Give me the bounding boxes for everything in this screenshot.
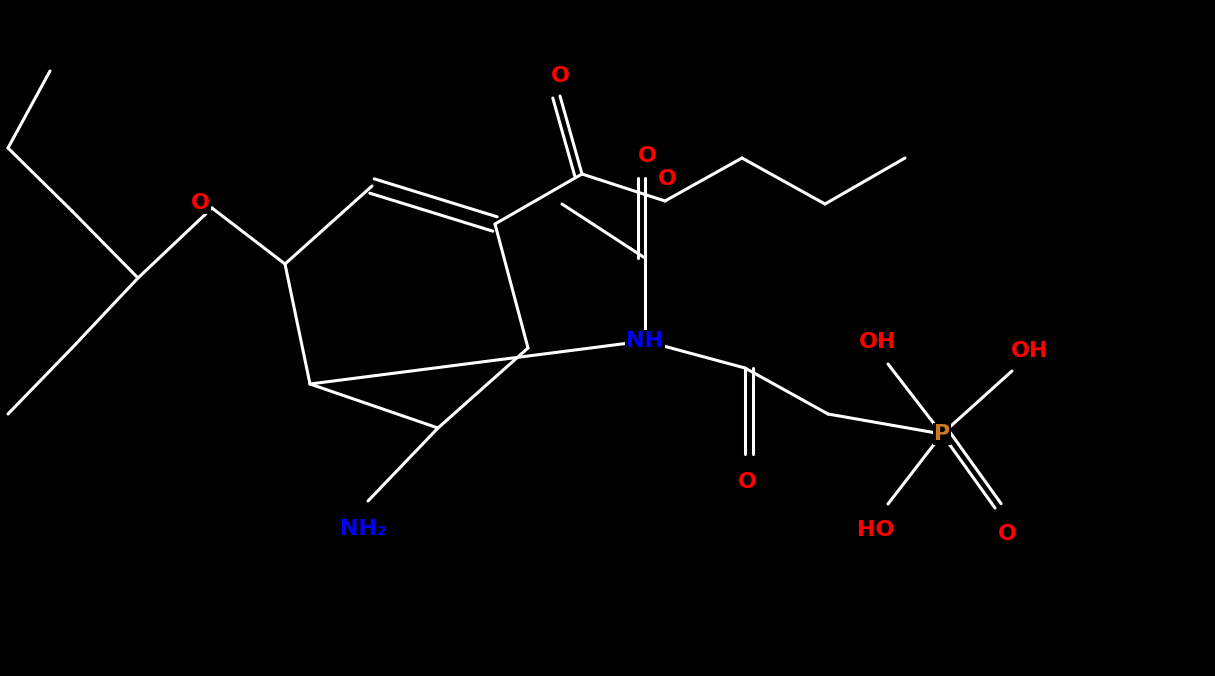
Text: O: O (738, 472, 757, 492)
Text: HO: HO (858, 520, 894, 540)
Text: OH: OH (859, 332, 897, 352)
Text: OH: OH (1011, 341, 1049, 361)
Text: P: P (934, 424, 950, 444)
Text: O: O (998, 524, 1017, 544)
Text: NH: NH (627, 331, 663, 351)
Text: O: O (657, 169, 677, 189)
Text: O: O (638, 146, 656, 166)
Text: O: O (191, 193, 209, 213)
Text: NH₂: NH₂ (340, 519, 386, 539)
Text: O: O (550, 66, 570, 86)
